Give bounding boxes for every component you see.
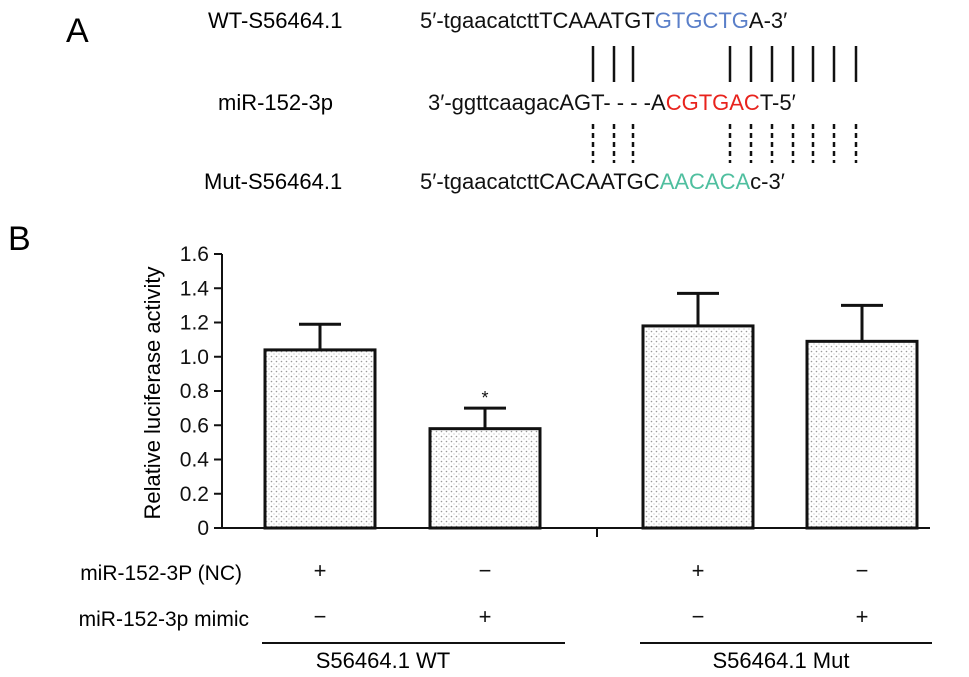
seq-seg: c-3′ — [750, 169, 785, 194]
seq-seg: 5′-tgaacatctt — [420, 169, 539, 194]
sequence-row-mut: Mut-S56464.1 5′-tgaacatcttCACAATGCAACACA… — [204, 169, 785, 194]
sequence-mut: 5′-tgaacatcttCACAATGCAACACAc-3′ — [420, 169, 785, 194]
pairing-lines-solid — [591, 46, 858, 82]
seq-seg-seed: CGTGAC — [666, 90, 760, 115]
seq-seg-highlight: GTGCTG — [655, 8, 749, 33]
condition-label-mimic: miR-152-3p mimic — [79, 608, 249, 631]
condition-mark: + — [479, 604, 492, 629]
seq-seg: CACAATGC — [539, 169, 660, 194]
sequence-name-mirna: miR-152-3p — [218, 90, 333, 115]
sequence-name-wt: WT-S56464.1 — [208, 8, 343, 33]
seq-seg: A — [651, 90, 666, 115]
seq-seg-mutated: AACACA — [660, 169, 751, 194]
condition-mark: + — [314, 558, 327, 583]
bar — [641, 324, 755, 530]
group-label-wt: S56464.1 WT — [316, 648, 451, 673]
condition-mark: − — [314, 604, 327, 629]
seq-seg: TCAAATGT — [539, 8, 655, 33]
bars: * — [263, 291, 919, 530]
panel-b-label: B — [8, 220, 31, 258]
bar — [805, 339, 919, 530]
seq-seg: AGT- — [559, 90, 610, 115]
condition-marks: + − + − − + − + — [314, 558, 869, 629]
panel-a-label: A — [66, 12, 89, 50]
y-tick-label: 0.8 — [180, 380, 209, 403]
sequence-name-mut: Mut-S56464.1 — [204, 169, 342, 194]
seq-seg: 5′-tgaacatctt — [420, 8, 539, 33]
y-tick-label: 1.0 — [180, 346, 209, 369]
condition-mark: − — [692, 604, 705, 629]
condition-mark: − — [479, 558, 492, 583]
significance-mark: * — [481, 388, 488, 408]
seq-seg-gap: - - - — [611, 90, 651, 115]
y-tick-label: 1.6 — [180, 243, 209, 266]
seq-seg: 3′-ggttcaagac — [428, 90, 559, 115]
bar — [428, 427, 542, 530]
pairing-lines-dashed — [591, 124, 858, 163]
y-tick-label: 0.4 — [180, 449, 210, 472]
seq-seg: A-3′ — [749, 8, 787, 33]
sequence-wt: 5′-tgaacatcttTCAAATGTGTGCTGA-3′ — [420, 8, 787, 33]
condition-mark: + — [856, 604, 869, 629]
y-tick-label: 0.6 — [180, 414, 209, 437]
sequence-row-wt: WT-S56464.1 5′-tgaacatcttTCAAATGTGTGCTGA… — [208, 8, 787, 33]
condition-label-nc: miR-152-3P (NC) — [80, 562, 242, 585]
y-axis: 0 0.2 0.4 0.6 0.8 1.0 1.2 1.4 1.6 — [180, 243, 223, 540]
condition-table: miR-152-3P (NC) miR-152-3p mimic + − + − − + −… — [79, 558, 932, 673]
group-label-mut: S56464.1 Mut — [713, 648, 850, 673]
bar-chart: 0 0.2 0.4 0.6 0.8 1.0 1.2 1.4 1.6 Relative lucif… — [140, 243, 930, 540]
y-tick-label: 0 — [197, 517, 209, 540]
y-tick-label: 0.2 — [180, 483, 209, 506]
seq-seg: T-5′ — [760, 90, 796, 115]
condition-mark: − — [856, 558, 869, 583]
sequence-row-mirna: miR-152-3p 3′-ggttcaagacAGT- - - -ACGTGA… — [218, 90, 796, 115]
bar — [263, 348, 377, 530]
condition-mark: + — [692, 558, 705, 583]
y-axis-title: Relative luciferase activity — [140, 266, 165, 519]
y-tick-label: 1.2 — [180, 312, 209, 335]
sequence-mirna: 3′-ggttcaagacAGT- - - -ACGTGACT-5′ — [428, 90, 796, 115]
y-tick-label: 1.4 — [180, 277, 210, 300]
